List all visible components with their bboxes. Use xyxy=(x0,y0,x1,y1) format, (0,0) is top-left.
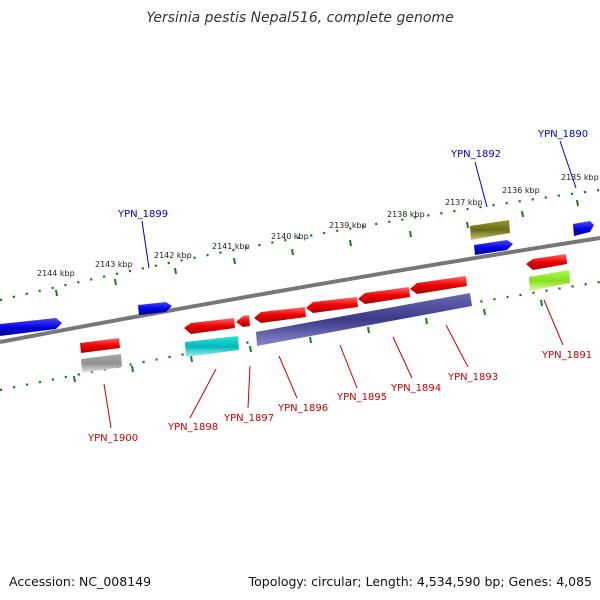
gene-label-ypn-1894[interactable]: YPN_1894 xyxy=(390,383,441,394)
gene-arrow-ypn-1900[interactable] xyxy=(80,338,120,353)
accession-text: Accession: NC_008149 xyxy=(9,574,152,589)
outer-major-ticks xyxy=(55,199,579,297)
forward-genes xyxy=(0,221,594,336)
gene-label-ypn-1897[interactable]: YPN_1897 xyxy=(223,413,274,424)
feature-bar-olive[interactable] xyxy=(470,220,510,240)
gene-label-ypn-1891[interactable]: YPN_1891 xyxy=(541,350,592,361)
tick-label-2143: 2143 kbp xyxy=(95,260,133,269)
forward-leader-lines xyxy=(141,140,577,269)
tick-label-2140: 2140 kbp xyxy=(271,232,309,241)
gene-label-ypn-1899[interactable]: YPN_1899 xyxy=(117,209,168,220)
gene-label-ypn-1895[interactable]: YPN_1895 xyxy=(336,392,387,403)
genome-summary-text: Topology: circular; Length: 4,534,590 bp… xyxy=(248,574,592,589)
feature-bar-lime[interactable] xyxy=(529,270,570,291)
genome-backbone xyxy=(0,236,600,344)
gene-arrow-ypn-1894[interactable] xyxy=(358,287,410,304)
tick-label-2141: 2141 kbp xyxy=(212,242,250,251)
tick-label-2137: 2137 kbp xyxy=(445,198,483,207)
tick-label-2135: 2135 kbp xyxy=(561,173,599,182)
tick-label-2144: 2144 kbp xyxy=(37,269,75,278)
gene-label-ypn-1893[interactable]: YPN_1893 xyxy=(447,372,498,383)
gene-label-ypn-1896[interactable]: YPN_1896 xyxy=(277,403,328,414)
reverse-leader-lines xyxy=(103,299,564,429)
feature-bars xyxy=(81,220,570,373)
gene-arrow-ypn-1898[interactable] xyxy=(184,318,235,334)
gene-label-ypn-1890[interactable]: YPN_1890 xyxy=(537,129,588,140)
reverse-genes xyxy=(80,254,567,353)
gene-arrow-ypn-1899[interactable] xyxy=(138,302,172,315)
gene-arrow-ypn-1895[interactable] xyxy=(306,297,358,313)
tick-label-2139: 2139 kbp xyxy=(329,221,367,230)
feature-bar-purple[interactable] xyxy=(256,293,472,346)
gene-label-ypn-1898[interactable]: YPN_1898 xyxy=(167,422,218,433)
gene-arrow-ypn-1891[interactable] xyxy=(526,254,567,270)
tick-label-2136: 2136 kbp xyxy=(502,186,540,195)
feature-bar-gray[interactable] xyxy=(81,354,122,373)
tick-label-2138: 2138 kbp xyxy=(387,210,425,219)
gene-arrow-ypn-1892-forward[interactable] xyxy=(474,240,513,255)
feature-bar-cyan[interactable] xyxy=(185,336,239,357)
page-title: Yersinia pestis Nepal516, complete genom… xyxy=(146,10,454,26)
gene-arrow-ypn-1896[interactable] xyxy=(254,307,306,323)
gene-label-ypn-1900[interactable]: YPN_1900 xyxy=(87,433,138,444)
gene-arrow-ypn-1890[interactable] xyxy=(573,221,594,236)
inner-major-ticks xyxy=(73,299,543,383)
tick-label-2142: 2142 kbp xyxy=(154,251,192,260)
gene-arrow-ypn-1897[interactable] xyxy=(236,315,250,327)
gene-arrow-ypn-1893[interactable] xyxy=(410,276,467,294)
gene-label-ypn-1892[interactable]: YPN_1892 xyxy=(450,149,501,160)
gene-arrow-ypn-1901[interactable] xyxy=(0,318,62,336)
